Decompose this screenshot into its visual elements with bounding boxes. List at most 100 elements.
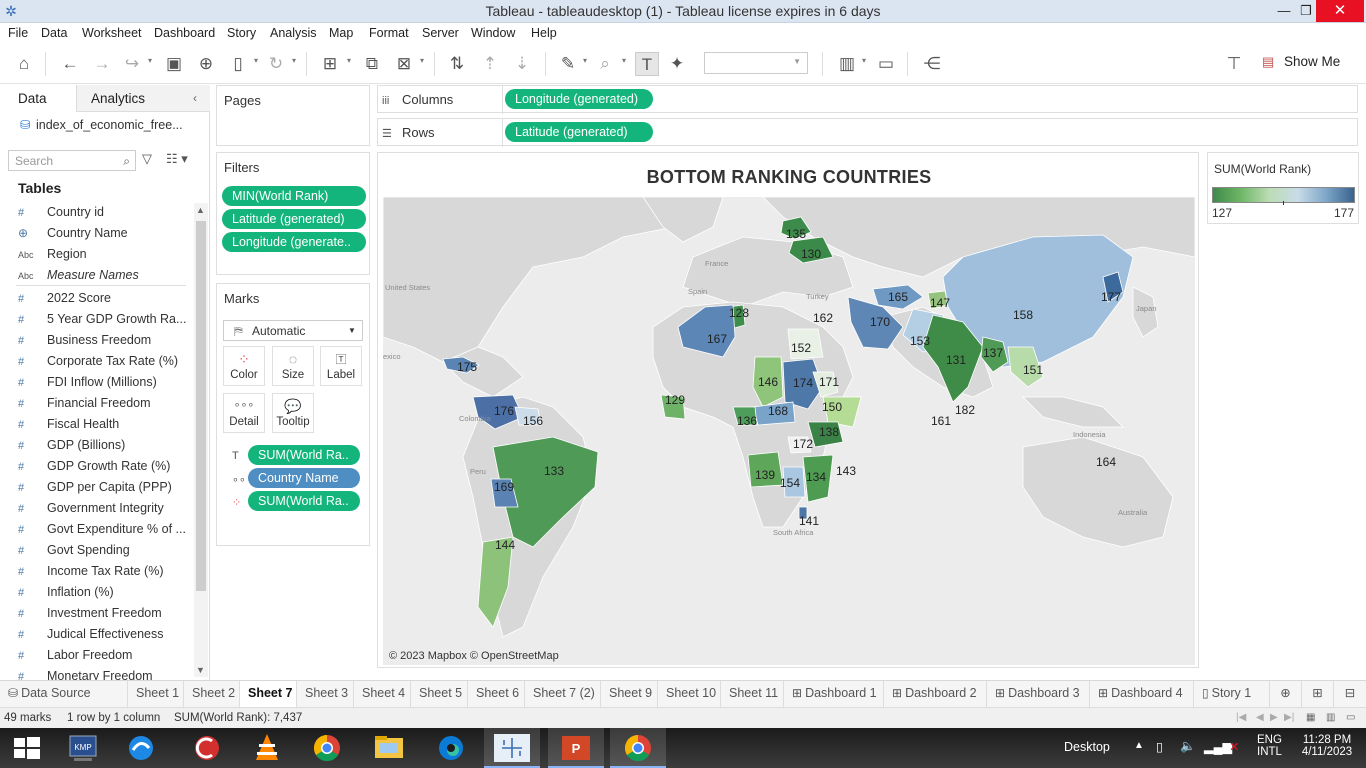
tab-dashboard-3[interactable]: ⊞ Dashboard 3 xyxy=(987,681,1090,707)
menu-file[interactable]: File xyxy=(8,26,29,40)
field-item[interactable]: # GDP per Capita (PPP) xyxy=(18,477,186,497)
pages-card[interactable]: Pages xyxy=(216,85,370,146)
save-icon[interactable]: ▣ xyxy=(165,54,183,73)
field-item[interactable]: # Fiscal Health xyxy=(18,414,186,434)
field-item[interactable]: # GDP (Billions) xyxy=(18,435,186,455)
mark-label[interactable]: 169 xyxy=(494,480,514,494)
filter-icon[interactable]: ▽ xyxy=(142,151,152,166)
format-painter-icon[interactable]: ⊤ xyxy=(1226,54,1242,73)
field-item[interactable]: #2022 Score xyxy=(18,288,186,308)
edge-legacy-icon[interactable] xyxy=(114,728,168,768)
mark-label[interactable]: 176 xyxy=(494,404,514,418)
field-item[interactable]: Abc Region xyxy=(18,244,186,264)
language-indicator[interactable]: ENG INTL xyxy=(1257,734,1282,768)
scrollbar-thumb[interactable] xyxy=(196,221,206,591)
tab-dashboard-1[interactable]: ⊞ Dashboard 1 xyxy=(784,681,884,707)
tab-sheet-3[interactable]: Sheet 3 xyxy=(297,681,354,707)
marks-pill-label-world-rank[interactable]: SUM(World Ra.. xyxy=(248,445,360,465)
sort-ascending-icon[interactable]: ⇡ xyxy=(482,54,498,73)
mark-label[interactable]: 171 xyxy=(819,375,839,389)
mark-label[interactable]: 162 xyxy=(813,311,833,325)
new-story-tab-icon[interactable]: ⊟ xyxy=(1344,686,1356,700)
battery-icon[interactable]: ▯ xyxy=(1156,740,1163,754)
show-me-button[interactable]: ▤ Show Me xyxy=(1262,54,1340,70)
home-icon[interactable]: ⌂ xyxy=(18,54,30,73)
new-worksheet-tab-icon[interactable]: ⊕ xyxy=(1270,681,1302,707)
vlc-icon[interactable] xyxy=(240,728,294,768)
clear-sheet-icon[interactable]: ⊠ xyxy=(396,54,412,73)
field-item[interactable]: # Govt Spending xyxy=(18,540,186,560)
replay-icon[interactable]: ↪ xyxy=(124,54,140,73)
mark-label[interactable]: 134 xyxy=(806,470,826,484)
clear-caret-icon[interactable]: ▾ xyxy=(420,56,425,65)
mark-label[interactable]: 165 xyxy=(888,290,908,304)
field-item[interactable]: ⊕ Country Name xyxy=(18,223,186,243)
new-dashboard-tab-icon[interactable]: ⊞ xyxy=(1302,681,1334,707)
mark-label[interactable]: 158 xyxy=(1013,308,1033,322)
chrome-icon[interactable] xyxy=(610,728,666,768)
field-item[interactable]: #5 Year GDP Growth Ra... xyxy=(18,309,186,329)
desktop-toolbar[interactable]: Desktop xyxy=(1064,740,1110,754)
mark-label[interactable]: 161 xyxy=(931,414,951,428)
group-caret-icon[interactable]: ▾ xyxy=(622,56,627,65)
prev-sheet-icon[interactable]: ◀ xyxy=(1256,712,1264,723)
mark-label[interactable]: 128 xyxy=(729,306,749,320)
mark-label[interactable]: 135 xyxy=(786,227,806,241)
mark-label[interactable]: 174 xyxy=(793,376,813,390)
first-sheet-icon[interactable]: |◀ xyxy=(1236,712,1247,723)
tab-story-1[interactable]: ▯ Story 1 xyxy=(1194,681,1270,707)
mark-label[interactable]: 146 xyxy=(758,375,778,389)
field-item[interactable]: Abc Measure Names xyxy=(18,265,186,285)
show-mark-labels-icon[interactable]: T xyxy=(635,52,659,76)
highlight-caret-icon[interactable]: ▾ xyxy=(583,56,588,65)
field-item[interactable]: # Corporate Tax Rate (%) xyxy=(18,351,186,371)
tab-analytics[interactable]: Analytics xyxy=(76,85,210,112)
show-cards-icon[interactable]: ▥ xyxy=(838,54,856,73)
menu-window[interactable]: Window xyxy=(471,26,516,40)
scroll-down-icon[interactable]: ▼ xyxy=(196,665,205,675)
mark-label[interactable]: 143 xyxy=(836,464,856,478)
mark-label[interactable]: 129 xyxy=(665,393,685,407)
mark-label[interactable]: 156 xyxy=(523,414,543,428)
tab-sheet-4[interactable]: Sheet 4 xyxy=(354,681,411,707)
field-item[interactable]: # Financial Freedom xyxy=(18,393,186,413)
tab-sheet-7-2[interactable]: Sheet 7 (2) xyxy=(525,681,601,707)
data-source-item[interactable]: ⛁ index_of_economic_free... xyxy=(20,117,210,132)
field-item[interactable]: # Business Freedom xyxy=(18,330,186,350)
menu-analysis[interactable]: Analysis xyxy=(270,26,317,40)
redo-icon[interactable]: → xyxy=(93,54,111,73)
mark-label[interactable]: 164 xyxy=(1096,455,1116,469)
tab-sheet-9[interactable]: Sheet 9 xyxy=(601,681,658,707)
field-item[interactable]: # Labor Freedom xyxy=(18,645,186,665)
new-worksheet-caret-icon[interactable]: ▾ xyxy=(347,56,352,65)
mark-type-dropdown[interactable]: ⛿ Automatic ▼ xyxy=(223,320,363,341)
filter-pill-world-rank[interactable]: MIN(World Rank) xyxy=(222,186,366,206)
swap-rows-columns-icon[interactable]: ⇅ xyxy=(449,54,465,73)
menu-map[interactable]: Map xyxy=(329,26,354,40)
show-filmstrip-icon[interactable]: ▦ xyxy=(1306,712,1316,723)
menu-data[interactable]: Data xyxy=(41,26,68,40)
mark-label[interactable]: 131 xyxy=(946,353,966,367)
field-item[interactable]: # Judical Effectiveness xyxy=(18,624,186,644)
tab-sheet-2[interactable]: Sheet 2 xyxy=(184,681,240,707)
tab-data-source[interactable]: ⛁ Data Source xyxy=(0,681,128,707)
menu-worksheet[interactable]: Worksheet xyxy=(82,26,142,40)
fit-dropdown[interactable]: ▼ xyxy=(704,52,808,74)
tab-sheet-7[interactable]: Sheet 7 xyxy=(240,681,297,707)
color-button[interactable]: ⁘ Color xyxy=(223,346,265,386)
refresh-icon[interactable]: ↻ xyxy=(268,54,284,73)
field-item[interactable]: # Investment Freedom xyxy=(18,603,186,623)
sort-descending-icon[interactable]: ⇣ xyxy=(514,54,530,73)
close-button[interactable]: ✕ xyxy=(1316,0,1364,22)
search-input[interactable]: Search ⌕ xyxy=(8,150,136,171)
map-svg[interactable]: France Spain Turkey United States exico … xyxy=(382,196,1196,665)
columns-pill-longitude[interactable]: Longitude (generated) xyxy=(505,89,653,109)
menu-format[interactable]: Format xyxy=(369,26,409,40)
undo-icon[interactable]: ← xyxy=(61,54,79,73)
menu-story[interactable]: Story xyxy=(227,26,257,40)
tray-overflow-icon[interactable]: ▲ xyxy=(1134,740,1144,751)
tooltip-button[interactable]: 💬 Tooltip xyxy=(272,393,314,433)
label-button[interactable]: 🅃 Label xyxy=(320,346,362,386)
highlight-icon[interactable]: ✎ xyxy=(560,54,576,73)
mark-label[interactable]: 150 xyxy=(822,400,842,414)
